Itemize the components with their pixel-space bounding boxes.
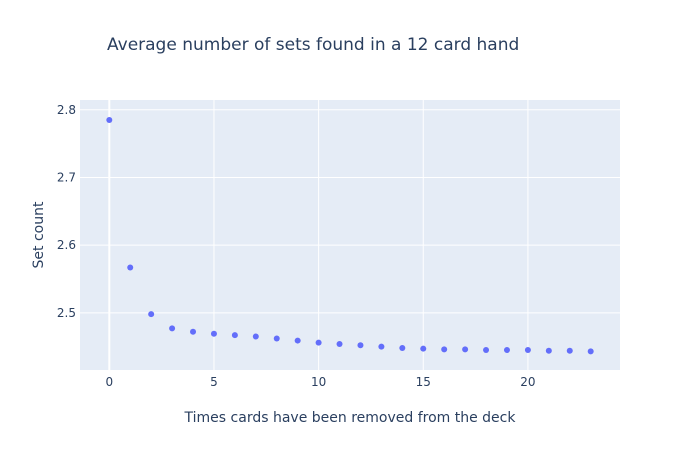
y-tick-label: 2.8 [57,103,76,117]
data-point[interactable] [106,116,113,123]
data-point[interactable] [148,311,155,318]
data-point[interactable] [315,339,322,346]
data-point[interactable] [524,347,531,354]
data-point[interactable] [231,332,238,339]
x-axis-title: Times cards have been removed from the d… [184,410,517,426]
data-point[interactable] [566,347,573,354]
data-point[interactable] [545,347,552,354]
data-point[interactable] [399,345,406,352]
data-point[interactable] [357,342,364,349]
data-point[interactable] [127,264,134,271]
x-tick-label: 0 [105,375,113,389]
x-tick-label: 20 [520,375,535,389]
y-axis-ticks: 2.5 2.6 2.7 2.8 [57,103,76,320]
data-point[interactable] [420,345,427,352]
x-axis-ticks: 0 5 10 15 20 [105,375,535,389]
data-point[interactable] [210,330,217,337]
data-point[interactable] [441,346,448,353]
x-tick-label: 10 [311,375,326,389]
x-tick-label: 5 [210,375,218,389]
y-tick-label: 2.5 [57,306,76,320]
grid-lines [80,100,620,370]
data-point[interactable] [190,328,197,335]
data-point[interactable] [587,348,594,355]
y-tick-label: 2.7 [57,170,76,184]
y-axis-title: Set count [31,201,47,268]
data-point[interactable] [252,333,259,340]
data-point[interactable] [378,343,385,350]
plot-background [80,100,620,370]
data-point[interactable] [336,340,343,347]
data-point[interactable] [483,347,490,354]
chart-title: Average number of sets found in a 12 car… [107,35,519,55]
y-tick-label: 2.6 [57,238,76,252]
data-point[interactable] [503,347,510,354]
data-point[interactable] [273,335,280,342]
data-point[interactable] [294,337,301,344]
data-point[interactable] [169,325,176,332]
data-point[interactable] [462,346,469,353]
data-points [106,116,594,355]
x-tick-label: 15 [416,375,431,389]
